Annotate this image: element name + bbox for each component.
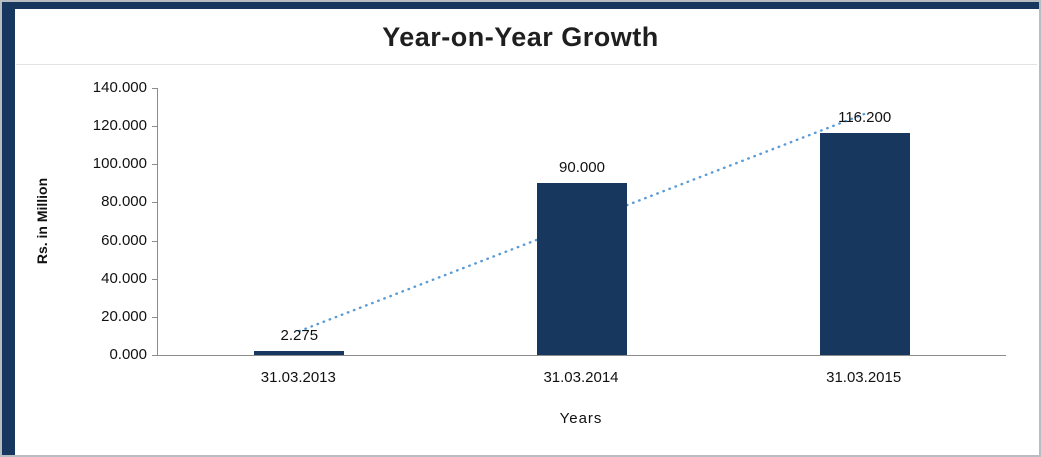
plot-area: 2.275 90.000 116.200 <box>157 88 1006 356</box>
y-axis-title: Rs. in Million <box>34 177 50 265</box>
x-axis-title: Years <box>559 410 603 427</box>
x-tick-label: 31.03.2015 <box>826 369 902 386</box>
left-edge-strip <box>2 2 15 455</box>
top-edge-strip <box>2 2 1039 9</box>
bar-data-label: 90.000 <box>559 159 605 177</box>
y-tick-mark <box>152 202 157 204</box>
y-tick-label: 100.000 <box>92 155 147 173</box>
y-tick-label: 60.000 <box>101 231 147 249</box>
y-tick-mark <box>152 164 157 166</box>
y-tick-label: 20.000 <box>101 307 147 325</box>
y-tick-label: 40.000 <box>101 269 147 287</box>
bar-data-label: 2.275 <box>280 326 319 344</box>
x-tick-label: 31.03.2013 <box>260 369 336 386</box>
bar-data-label: 116.200 <box>838 109 892 127</box>
y-tick-mark <box>152 316 157 318</box>
y-tick-label: 80.000 <box>101 193 147 211</box>
chart-title: Year-on-Year Growth <box>382 22 659 52</box>
y-tick-label: 120.000 <box>92 117 147 135</box>
bar-31.03.2013 <box>254 350 345 355</box>
bar-31.03.2015 <box>819 133 910 355</box>
y-tick-mark <box>152 88 157 89</box>
y-tick-label: 140.000 <box>92 79 147 96</box>
y-tick-mark <box>152 355 157 356</box>
title-divider <box>16 64 1037 65</box>
y-tick-label: 0.000 <box>109 346 147 363</box>
y-tick-mark <box>152 126 157 128</box>
bar-31.03.2014 <box>537 183 627 355</box>
y-tick-mark <box>152 278 157 280</box>
x-tick-label: 31.03.2014 <box>543 369 619 386</box>
y-tick-mark <box>152 240 157 242</box>
